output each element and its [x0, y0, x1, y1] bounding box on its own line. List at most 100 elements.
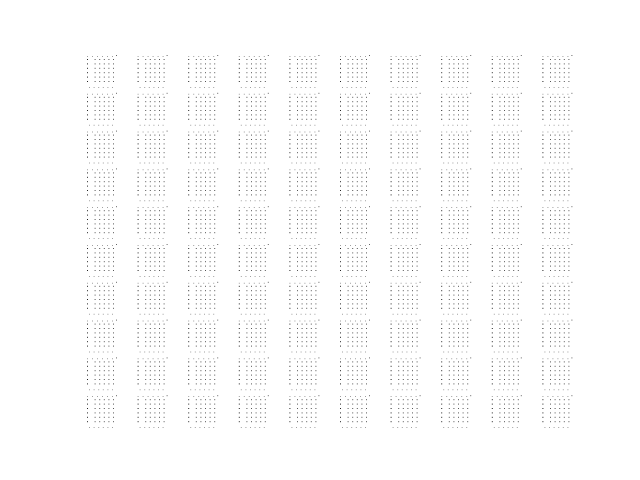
tick-dot — [499, 365, 501, 367]
tick-dot — [458, 403, 459, 405]
tick-dot — [453, 303, 455, 305]
tick-dot — [289, 379, 291, 380]
tick-dot — [512, 389, 514, 391]
tick-dot — [504, 185, 505, 187]
tick-dot — [154, 110, 156, 111]
tick-dot — [94, 59, 96, 60]
tick-dot — [310, 219, 312, 220]
subplot — [188, 130, 219, 164]
tick-dot — [310, 261, 312, 263]
tick-dot — [501, 207, 503, 208]
tick-dot — [520, 319, 522, 321]
tick-dot — [145, 252, 147, 254]
tick-dot — [407, 370, 409, 372]
tick-dot — [504, 421, 505, 423]
tick-dot — [458, 294, 459, 296]
tick-dot — [571, 168, 573, 170]
tick-dot — [103, 294, 105, 296]
tick-dot — [159, 328, 160, 329]
tick-dot — [315, 341, 317, 343]
tick-dot — [496, 245, 498, 246]
tick-dot — [550, 294, 551, 296]
tick-dot — [402, 223, 404, 225]
tick-dot — [163, 374, 165, 376]
tick-dot — [453, 336, 455, 338]
tick-dot — [513, 285, 515, 287]
tick-dot — [188, 93, 190, 95]
tick-dot — [208, 131, 210, 133]
tick-dot — [400, 245, 402, 246]
tick-dot — [297, 210, 298, 212]
tick-dot — [108, 323, 110, 325]
tick-dot — [93, 351, 95, 353]
tick-dot — [559, 214, 561, 216]
tick-dot — [195, 361, 197, 363]
tick-dot — [402, 421, 404, 423]
tick-dot — [200, 323, 202, 325]
tick-dot — [416, 252, 418, 254]
tick-dot — [412, 219, 413, 220]
tick-dot — [145, 408, 147, 409]
tick-dot — [103, 265, 105, 267]
tick-dot — [87, 56, 88, 57]
tick-dot — [491, 396, 493, 397]
tick-dot — [542, 303, 544, 305]
tick-dot — [300, 200, 302, 202]
tick-dot — [149, 214, 151, 216]
tick-dot — [453, 261, 455, 263]
tick-dot — [149, 181, 151, 183]
tick-dot — [213, 282, 215, 284]
tick-dot — [251, 290, 252, 292]
tick-dot — [263, 396, 265, 397]
tick-dot — [142, 169, 144, 171]
tick-dot — [318, 92, 320, 94]
tick-dot — [299, 358, 301, 360]
tick-dot — [517, 143, 519, 145]
tick-dot — [346, 313, 348, 315]
tick-dot — [467, 270, 469, 271]
tick-dot — [246, 227, 248, 229]
tick-dot — [200, 403, 202, 405]
tick-dot — [458, 96, 459, 98]
tick-dot — [467, 81, 469, 82]
tick-dot — [513, 219, 515, 220]
tick-dot — [395, 245, 397, 246]
tick-dot — [251, 81, 252, 82]
tick-dot — [103, 261, 105, 263]
tick-dot — [458, 323, 459, 325]
tick-dot — [113, 134, 114, 136]
tick-dot — [94, 399, 96, 401]
tick-dot — [297, 190, 298, 191]
subplot — [542, 281, 573, 315]
tick-dot — [441, 332, 443, 334]
tick-dot — [402, 303, 404, 305]
tick-dot — [159, 365, 160, 367]
tick-dot — [461, 389, 463, 391]
tick-dot — [447, 162, 449, 164]
tick-dot — [407, 81, 409, 82]
tick-dot — [263, 169, 265, 171]
tick-dot — [251, 172, 252, 174]
tick-dot — [390, 416, 392, 418]
tick-dot — [395, 207, 397, 208]
tick-dot — [398, 412, 400, 414]
tick-dot — [195, 134, 197, 136]
tick-dot — [163, 345, 165, 347]
tick-dot — [137, 59, 139, 60]
tick-dot — [94, 328, 96, 329]
subplot — [137, 206, 168, 239]
tick-dot — [108, 345, 110, 347]
tick-dot — [209, 290, 211, 292]
tick-dot — [499, 101, 501, 103]
tick-dot — [542, 256, 544, 258]
tick-dot — [402, 110, 404, 111]
tick-dot — [347, 261, 349, 263]
tick-dot — [149, 336, 151, 338]
tick-dot — [448, 294, 450, 296]
tick-dot — [491, 383, 493, 385]
tick-dot — [550, 76, 551, 78]
tick-dot — [306, 365, 308, 367]
tick-dot — [296, 389, 297, 391]
tick-dot — [499, 227, 501, 229]
tick-dot — [163, 176, 165, 178]
